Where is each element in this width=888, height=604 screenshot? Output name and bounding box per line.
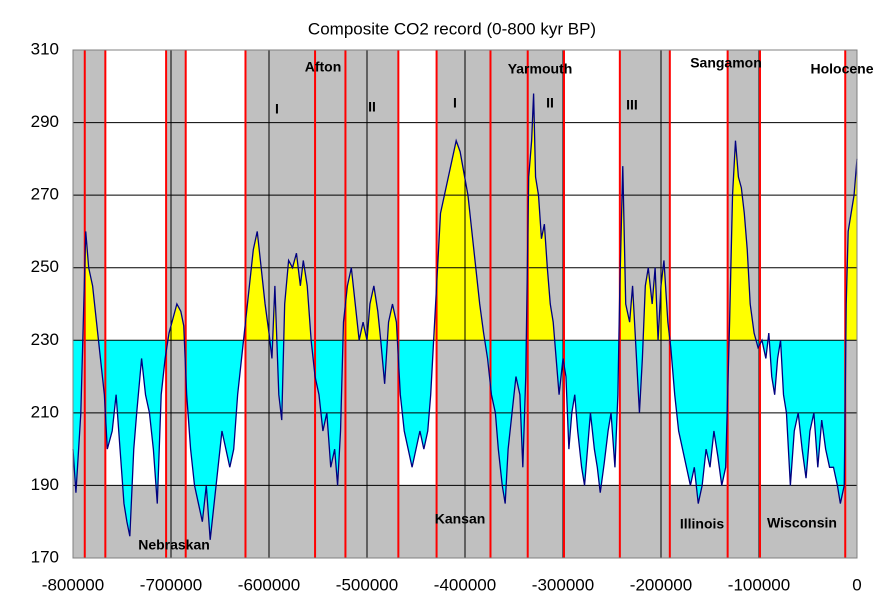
- annotation: II: [368, 99, 376, 115]
- annotation: Holocene: [810, 61, 873, 77]
- annotation: I: [275, 101, 279, 117]
- annotation: Yarmouth: [508, 61, 573, 77]
- annotation: Nebraskan: [138, 537, 210, 553]
- annotation: Illinois: [680, 516, 725, 532]
- y-tick-label: 170: [31, 547, 59, 566]
- y-tick-label: 250: [31, 257, 59, 276]
- y-tick-label: 310: [31, 39, 59, 58]
- y-tick-label: 210: [31, 402, 59, 421]
- annotation: Sangamon: [690, 55, 762, 71]
- area-below: [73, 340, 857, 540]
- x-tick-label: -700000: [140, 575, 202, 594]
- y-tick-label: 230: [31, 330, 59, 349]
- y-tick-label: 190: [31, 475, 59, 494]
- chart-title: Composite CO2 record (0-800 kyr BP): [308, 19, 596, 38]
- y-tick-label: 270: [31, 185, 59, 204]
- x-tick-label: -300000: [532, 575, 594, 594]
- x-tick-label: 0: [852, 575, 861, 594]
- x-tick-label: -400000: [434, 575, 496, 594]
- co2-line: [72, 93, 858, 540]
- y-tick-label: 290: [31, 112, 59, 131]
- annotation: Afton: [305, 59, 342, 75]
- annotation: I: [453, 95, 457, 111]
- plot-frame: [72, 49, 858, 559]
- annotation: II: [546, 95, 554, 111]
- x-tick-label: -800000: [42, 575, 104, 594]
- annotation: Wisconsin: [767, 515, 837, 531]
- annotation: Kansan: [435, 511, 486, 527]
- x-tick-label: -100000: [728, 575, 790, 594]
- x-tick-label: -600000: [238, 575, 300, 594]
- annotation: III: [626, 97, 638, 113]
- x-tick-label: -200000: [630, 575, 692, 594]
- x-tick-label: -500000: [336, 575, 398, 594]
